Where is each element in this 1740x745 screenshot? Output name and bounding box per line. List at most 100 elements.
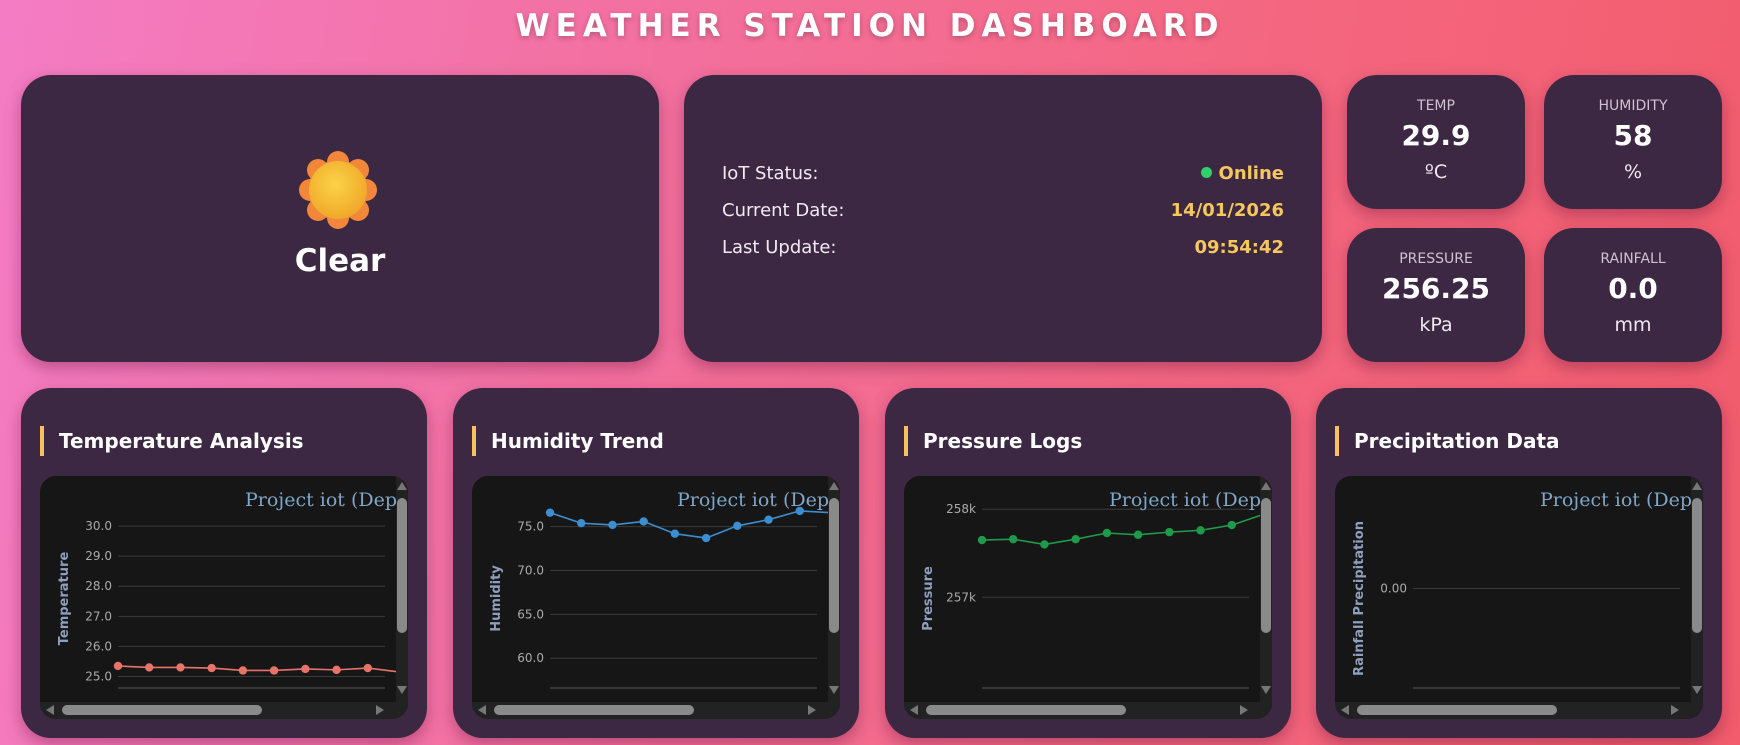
temperature-chart-svg: 30.0 29.0 28.0 27.0 26.0 25.0 Temperature Proje…	[40, 476, 408, 719]
scroll-right-arrow-icon[interactable]	[1671, 705, 1679, 715]
scroll-left-arrow-icon[interactable]	[46, 705, 54, 715]
y-tick-label: 26.0	[85, 639, 112, 653]
current-date-value: 14/01/2026	[1170, 200, 1284, 221]
data-point[interactable]	[1009, 534, 1018, 544]
last-update-value: 09:54:42	[1194, 237, 1284, 258]
y-axis-label: Temperature	[57, 552, 72, 646]
pressure-label: PRESSURE	[1399, 251, 1473, 267]
iot-status-label: IoT Status:	[722, 163, 819, 184]
data-point[interactable]	[1040, 540, 1049, 549]
y-axis-label: Humidity	[489, 565, 504, 632]
chart-card-title: Humidity Trend	[472, 426, 664, 456]
scroll-down-arrow-icon[interactable]	[1261, 686, 1271, 694]
data-point[interactable]	[269, 666, 279, 675]
series-line	[981, 513, 1264, 546]
data-point[interactable]	[207, 663, 216, 673]
scroll-up-arrow-icon[interactable]	[829, 482, 839, 490]
vertical-scrollbar-thumb[interactable]	[1692, 498, 1702, 633]
data-point[interactable]	[733, 521, 742, 531]
series-line	[549, 510, 832, 539]
scroll-up-arrow-icon[interactable]	[1261, 482, 1271, 490]
temp-label: TEMP	[1417, 98, 1455, 114]
scroll-right-arrow-icon[interactable]	[1240, 705, 1248, 715]
weather-condition-label: Clear	[294, 243, 386, 279]
scroll-down-arrow-icon[interactable]	[829, 686, 839, 694]
scroll-down-arrow-icon[interactable]	[1692, 686, 1702, 694]
scroll-up-arrow-icon[interactable]	[397, 482, 407, 490]
iot-status-card	[684, 75, 1322, 362]
data-point[interactable]	[577, 518, 586, 528]
humidity-unit: %	[1623, 161, 1643, 183]
current-date-label: Current Date:	[722, 200, 845, 221]
last-update-label: Last Update:	[722, 237, 837, 258]
vertical-scrollbar-thumb[interactable]	[397, 498, 407, 633]
data-point[interactable]	[238, 666, 248, 675]
temperature-chart-card: Temperature Analysis 30.0 29.0 28.0 27.0 26.…	[21, 388, 427, 738]
data-point[interactable]	[176, 663, 185, 672]
rainfall-label: RAINFALL	[1600, 251, 1666, 267]
data-point[interactable]	[608, 520, 617, 530]
precipitation-chart[interactable]: 0.00 Rainfall Precipitation Project iot (D…	[1335, 476, 1703, 719]
scroll-right-arrow-icon[interactable]	[808, 705, 816, 715]
chart-card-title: Pressure Logs	[904, 426, 1082, 456]
pressure-metric-card: PRESSURE 256.25 kPa	[1347, 228, 1525, 362]
data-point[interactable]	[1102, 528, 1112, 538]
sun-icon	[299, 151, 377, 229]
data-point[interactable]	[1227, 520, 1236, 530]
pressure-chart-card: Pressure Logs 258k 257k Pressure Project io…	[885, 388, 1291, 738]
data-point[interactable]	[701, 533, 711, 543]
data-point[interactable]	[977, 535, 987, 545]
y-tick-label: 29.0	[85, 549, 112, 563]
data-point[interactable]	[1071, 534, 1080, 544]
data-point[interactable]	[301, 664, 310, 674]
data-point[interactable]	[1133, 530, 1143, 539]
scroll-left-arrow-icon[interactable]	[1341, 705, 1349, 715]
vertical-scrollbar-thumb[interactable]	[1261, 498, 1271, 633]
page-title: WEATHER STATION DASHBOARD	[515, 8, 1225, 44]
humidity-metric-card: HUMIDITY 58 %	[1544, 75, 1722, 209]
vertical-scrollbar-thumb[interactable]	[829, 498, 839, 633]
temperature-chart[interactable]: 30.0 29.0 28.0 27.0 26.0 25.0 Temperature Proje…	[40, 476, 408, 719]
horizontal-scrollbar-thumb[interactable]	[926, 705, 1126, 715]
data-point[interactable]	[1165, 527, 1174, 537]
data-point[interactable]	[332, 665, 341, 675]
y-tick-label: 75.0	[517, 520, 544, 534]
y-tick-label: 30.0	[85, 519, 112, 533]
humidity-value: 58	[1613, 119, 1653, 152]
scroll-up-arrow-icon[interactable]	[1692, 482, 1702, 490]
data-point[interactable]	[639, 517, 648, 526]
series-line	[117, 665, 400, 673]
horizontal-scrollbar-thumb[interactable]	[62, 705, 262, 715]
scroll-left-arrow-icon[interactable]	[478, 705, 486, 715]
online-dot-icon	[1200, 167, 1212, 178]
pressure-chart-svg: 258k 257k Pressure Project iot (Dep	[904, 476, 1272, 719]
pressure-chart[interactable]: 258k 257k Pressure Project iot (Dep	[904, 476, 1272, 719]
y-tick-label: 28.0	[85, 579, 112, 593]
horizontal-scrollbar-thumb[interactable]	[1357, 705, 1557, 715]
temp-value: 29.9	[1401, 119, 1471, 152]
data-point[interactable]	[670, 529, 680, 538]
data-point[interactable]	[764, 515, 773, 524]
plot-title: Project iot (Dep	[1109, 489, 1261, 511]
data-point[interactable]	[113, 661, 123, 671]
iot-status-row: IoT Status: Online	[722, 163, 1284, 193]
data-point[interactable]	[795, 506, 804, 516]
scroll-left-arrow-icon[interactable]	[910, 705, 918, 715]
horizontal-scrollbar-thumb[interactable]	[494, 705, 694, 715]
precipitation-chart-card: Precipitation Data 0.00 Rainfall Precipit…	[1316, 388, 1722, 738]
last-update-row: Last Update: 09:54:42	[722, 237, 1284, 267]
data-point[interactable]	[545, 508, 555, 517]
humidity-chart[interactable]: 75.0 70.0 65.0 60.0 Humidity Project iot (Dep	[472, 476, 840, 719]
y-tick-label: 257k	[946, 590, 976, 604]
rainfall-metric-card: RAINFALL 0.0 mm	[1544, 228, 1722, 362]
y-tick-label: 25.0	[85, 669, 112, 683]
data-point[interactable]	[1196, 526, 1205, 535]
humidity-chart-svg: 75.0 70.0 65.0 60.0 Humidity Project iot (Dep	[472, 476, 840, 719]
data-point[interactable]	[145, 663, 154, 672]
scroll-down-arrow-icon[interactable]	[397, 686, 407, 694]
plot-title: Project iot (Dep	[677, 489, 829, 511]
y-tick-label: 258k	[946, 502, 976, 516]
precipitation-chart-svg: 0.00 Rainfall Precipitation Project iot (D…	[1335, 476, 1703, 719]
data-point[interactable]	[363, 663, 372, 673]
scroll-right-arrow-icon[interactable]	[376, 705, 384, 715]
